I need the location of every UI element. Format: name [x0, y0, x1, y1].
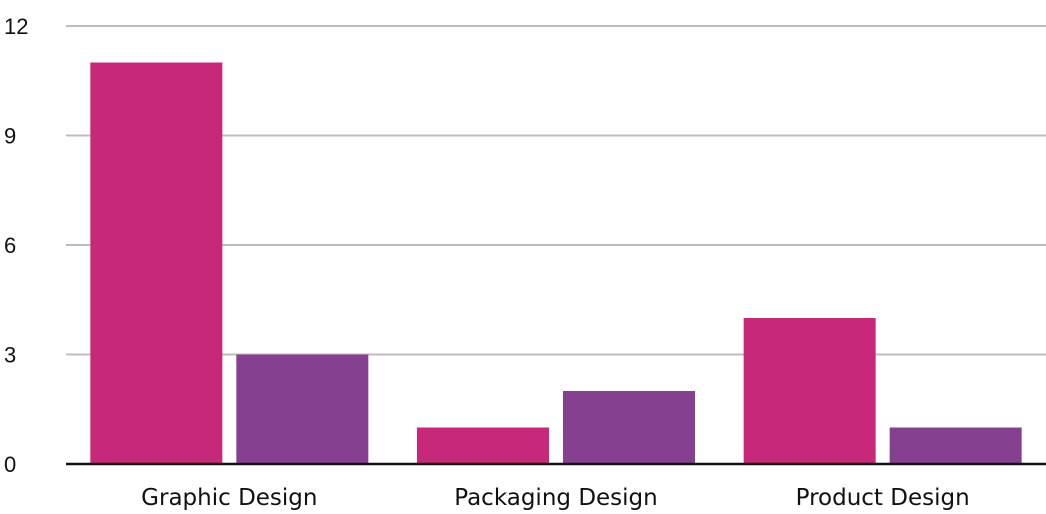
bar-product-design-series-2	[889, 427, 1022, 464]
bar-packaging-design-series-1	[417, 427, 549, 464]
bar-graphic-design-series-1	[90, 62, 223, 464]
y-tick-label: 9	[4, 124, 16, 149]
bar-product-design-series-1	[743, 318, 876, 464]
y-tick-label: 6	[4, 233, 16, 258]
y-tick-label: 12	[4, 14, 28, 39]
gridlines	[66, 25, 1046, 356]
x-axis-category-labels: Graphic Design Packaging Design Product De…	[141, 485, 970, 511]
bar-graphic-design-series-2	[236, 354, 369, 464]
y-tick-label: 0	[4, 452, 16, 477]
y-axis-tick-labels: 0 3 6 9 12	[4, 14, 28, 477]
x-category-label: Packaging Design	[454, 485, 657, 511]
bar-packaging-design-series-2	[563, 391, 695, 464]
x-category-label: Product Design	[796, 485, 970, 511]
y-tick-label: 3	[4, 343, 16, 368]
bars	[90, 62, 1022, 464]
x-category-label: Graphic Design	[141, 485, 317, 511]
